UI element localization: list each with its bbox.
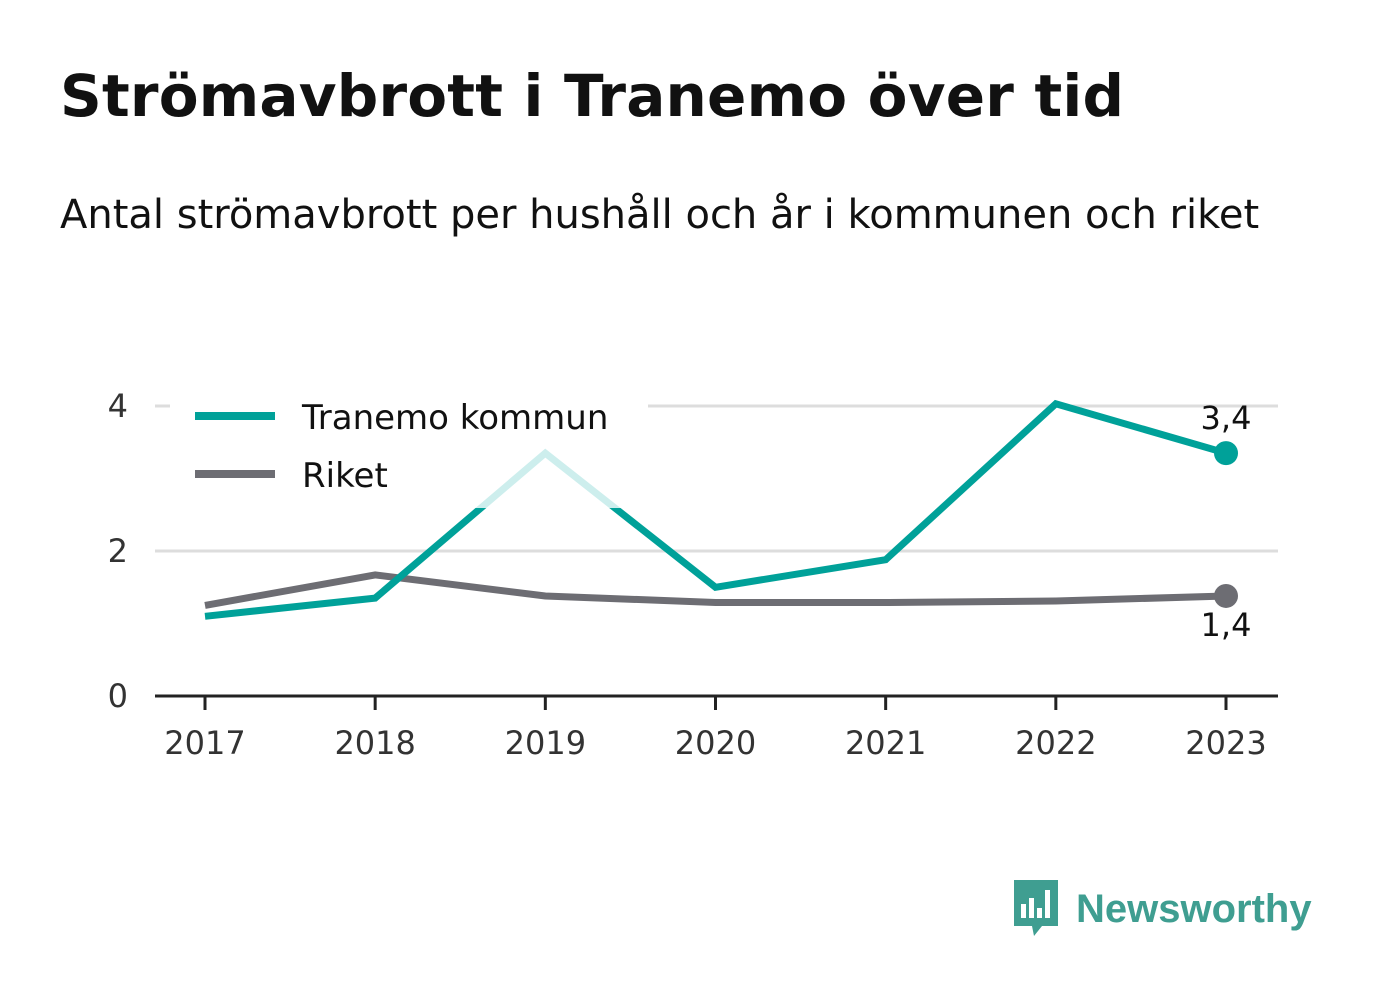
legend-background <box>170 388 648 508</box>
series-lines <box>204 399 1238 620</box>
x-tick-label: 2019 <box>505 724 586 762</box>
legend-label-tranemo: Tranemo kommun <box>301 398 608 438</box>
x-tick-label: 2020 <box>675 724 756 762</box>
x-tick-label: 2018 <box>334 724 415 762</box>
chart-title: Strömavbrott i Tranemo över tid <box>60 62 1125 130</box>
legend: Tranemo kommun Riket <box>170 388 648 508</box>
y-axis-ticks: 0 2 4 <box>108 387 128 715</box>
chart-subtitle: Antal strömavbrott per hushåll och år i … <box>60 192 1260 238</box>
x-tick-label: 2017 <box>164 724 245 762</box>
y-tick-label: 0 <box>108 677 128 715</box>
y-tick-label: 2 <box>108 532 128 570</box>
newsworthy-logo-text: Newsworthy <box>1076 886 1312 931</box>
legend-label-riket: Riket <box>302 456 388 496</box>
y-tick-label: 4 <box>108 387 128 425</box>
data-point-tranemo <box>1214 441 1238 466</box>
x-tick-label: 2021 <box>845 724 926 762</box>
series-line-riket <box>204 571 1227 609</box>
x-tick-label: 2023 <box>1185 724 1266 762</box>
data-labels: 1,4 3,4 <box>1201 399 1252 644</box>
end-label-tranemo: 3,4 <box>1201 399 1252 437</box>
x-tick-label: 2022 <box>1015 724 1096 762</box>
newsworthy-logo: Newsworthy <box>1010 878 1312 940</box>
x-axis-ticks: 2017 2018 2019 2020 2021 2022 2023 <box>164 696 1267 762</box>
series-line-tranemo <box>204 399 1227 620</box>
newsworthy-logo-icon <box>1014 880 1058 936</box>
end-label-riket: 1,4 <box>1201 606 1252 644</box>
data-point-riket <box>1214 583 1238 608</box>
